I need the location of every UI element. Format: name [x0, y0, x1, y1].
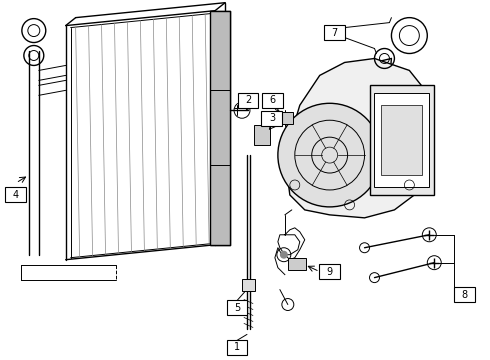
- Bar: [242, 279, 255, 291]
- FancyBboxPatch shape: [226, 300, 247, 315]
- Bar: [278, 112, 293, 124]
- Bar: [288, 258, 306, 270]
- FancyBboxPatch shape: [263, 93, 283, 108]
- Bar: [369, 85, 434, 195]
- Circle shape: [278, 103, 382, 207]
- Text: 3: 3: [269, 113, 275, 123]
- Text: 8: 8: [461, 289, 467, 300]
- FancyBboxPatch shape: [238, 93, 258, 108]
- Bar: [210, 11, 230, 245]
- Bar: [382, 105, 422, 175]
- Text: 2: 2: [245, 95, 251, 105]
- FancyBboxPatch shape: [262, 111, 282, 126]
- Text: 7: 7: [332, 28, 338, 37]
- FancyBboxPatch shape: [324, 25, 345, 40]
- Text: 4: 4: [13, 190, 19, 200]
- Circle shape: [280, 251, 288, 259]
- FancyBboxPatch shape: [5, 188, 26, 202]
- Text: 9: 9: [327, 267, 333, 276]
- Text: 1: 1: [234, 342, 240, 352]
- Text: 5: 5: [234, 302, 240, 312]
- Bar: [254, 125, 270, 145]
- Bar: [374, 93, 429, 187]
- Text: 6: 6: [270, 95, 276, 105]
- FancyBboxPatch shape: [454, 287, 475, 302]
- FancyBboxPatch shape: [319, 264, 340, 279]
- FancyBboxPatch shape: [226, 340, 247, 355]
- Polygon shape: [285, 58, 434, 218]
